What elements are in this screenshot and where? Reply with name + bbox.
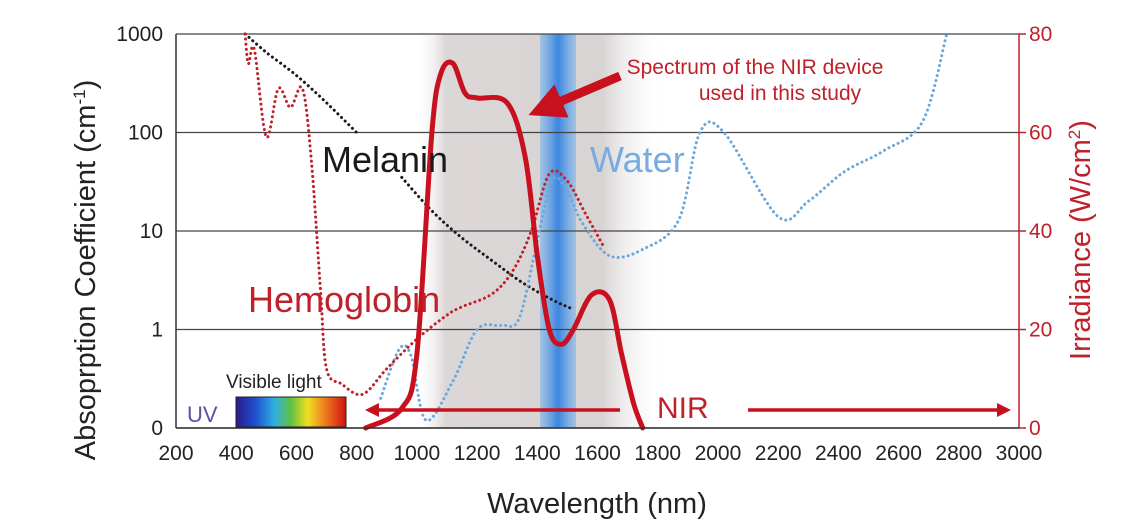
x-tick-label: 1200: [454, 442, 501, 465]
visible-light-label: Visible light: [226, 372, 322, 393]
x-tick-label: 1800: [634, 442, 681, 465]
y-axis-title-main: Absoprption Coefficient (cm: [70, 105, 102, 461]
y2-tick-label: 80: [1029, 23, 1052, 46]
y2-tick-label: 0: [1029, 417, 1041, 440]
y-tick-label: 1: [151, 319, 163, 342]
y-tick-label: 0: [151, 417, 163, 440]
y-tick-labels: 0 1 10 100 1000: [116, 23, 163, 440]
spectrum-label-line1: Spectrum of the NIR device: [627, 56, 884, 79]
x-tick-label: 200: [158, 442, 193, 465]
x-tick-label: 2000: [695, 442, 742, 465]
x-tick-labels: 200 400 600 800 1000 1200 1400 1600 1800 2000 2200…: [158, 442, 1042, 465]
y-tick-label: 10: [140, 220, 163, 243]
x-tick-label: 2200: [755, 442, 802, 465]
x-tick-label: 800: [339, 442, 374, 465]
series-line-melanin-2: [400, 175, 575, 311]
water-label: Water: [590, 139, 685, 180]
spectrum-arrow: [528, 71, 622, 118]
y2-axis-title-main: Irradiance (W/cm: [1065, 139, 1097, 360]
y2-axis-title-sup: 2: [1065, 130, 1084, 139]
x-tick-label: 1400: [514, 442, 561, 465]
y-axis-title: Absoprption Coefficient (cm-1): [70, 80, 102, 461]
x-tick-label: 600: [279, 442, 314, 465]
y2-axis-title: Irradiance (W/cm2): [1065, 120, 1097, 360]
nir-label: NIR: [657, 392, 709, 425]
series-line-melanin: [243, 32, 359, 134]
y-tick-label: 100: [128, 122, 163, 145]
x-tick-label: 400: [219, 442, 254, 465]
uv-label: UV: [187, 402, 218, 427]
x-tick-label: 2400: [815, 442, 862, 465]
y2-tick-labels: 0 20 40 60 80: [1019, 23, 1052, 440]
x-tick-label: 2800: [935, 442, 982, 465]
spectrum-label-line2: used in this study: [699, 82, 862, 105]
y-axis-title-end: ): [70, 80, 102, 90]
x-tick-label: 1000: [393, 442, 440, 465]
visible-spectrum-bar: [235, 396, 347, 428]
x-tick-label: 1600: [574, 442, 621, 465]
melanin-label: Melanin: [322, 139, 448, 180]
x-tick-label: 2600: [875, 442, 922, 465]
hemoglobin-label: Hemoglobin: [248, 279, 440, 320]
x-axis-title: Wavelength (nm): [487, 488, 707, 520]
series-group: [243, 32, 949, 431]
series-line-spectrum-of-the-nir-device-use: [363, 59, 646, 431]
x-tick-label: 3000: [996, 442, 1043, 465]
y2-axis-title-end: ): [1065, 120, 1097, 130]
y2-tick-label: 20: [1029, 319, 1052, 342]
y2-tick-label: 40: [1029, 220, 1052, 243]
y2-tick-label: 60: [1029, 122, 1052, 145]
y-axis-title-sup: -1: [70, 89, 89, 104]
y-tick-label: 1000: [116, 23, 163, 46]
series-line-hemoglobin: [243, 32, 605, 397]
series-line-water: [379, 32, 949, 422]
